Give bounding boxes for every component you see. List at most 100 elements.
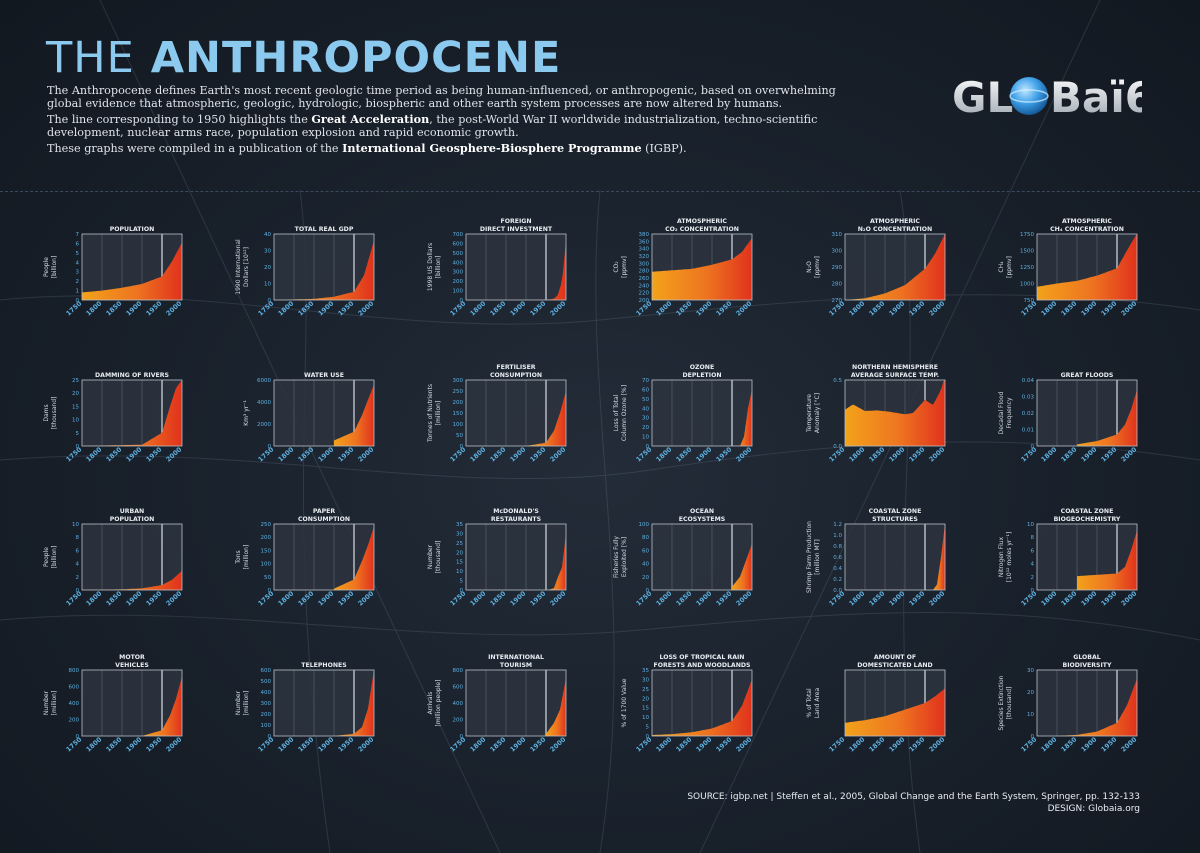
- x-tick-label: 1900: [125, 299, 144, 317]
- intro-text: The Anthropocene defines Earth's most re…: [47, 84, 847, 158]
- x-tick-label: 1750: [1020, 299, 1039, 317]
- x-tick-label: 2000: [549, 445, 568, 463]
- y-tick-label: 0.8: [833, 544, 842, 550]
- y-tick-label: 50: [456, 433, 463, 439]
- chart-panel: 0 50 100 150 200 250 1750 1800 1850 1900 1950 2000 P…: [235, 508, 376, 608]
- chart-panel: 0 10 20 30 40 1750 1800 1850 1900 1950 2000 TOTAL R…: [235, 226, 376, 318]
- x-tick-label: 1950: [529, 299, 548, 317]
- y-axis-label: Anomaly [°C]: [814, 393, 821, 433]
- x-tick-label: 1850: [675, 445, 694, 463]
- x-tick-label: 1950: [337, 735, 356, 753]
- x-tick-label: 1850: [489, 299, 508, 317]
- x-tick-label: 1800: [655, 735, 674, 753]
- y-tick-label: 280: [832, 282, 843, 288]
- plot-area: [845, 524, 945, 590]
- chart-panel: 0 2 4 6 8 10 1750 1800 1850 1900 1950 2000 COASTAL Z…: [998, 508, 1139, 608]
- series-area: [526, 391, 566, 446]
- chart-title: ECOSYSTEMS: [679, 516, 725, 523]
- chart-panel: 0 20 40 60 80 100 1750 1800 1850 1900 1950 2000 OCEA…: [613, 508, 754, 608]
- x-tick-label: 1900: [125, 735, 144, 753]
- y-axis-label: Tonnes of Nutrients: [427, 384, 434, 443]
- y-tick-label: 0.5: [833, 378, 842, 384]
- y-axis-label: Species Extinction: [998, 675, 1005, 730]
- chart-title: AMOUNT OF: [874, 654, 916, 661]
- x-tick-label: 1800: [848, 299, 867, 317]
- x-tick-label: 1950: [1100, 735, 1119, 753]
- y-tick-label: 270: [832, 298, 843, 304]
- y-tick-label: 400: [69, 701, 80, 707]
- x-tick-label: 1950: [337, 589, 356, 607]
- y-tick-label: 50: [642, 397, 649, 403]
- y-tick-label: 0.03: [1022, 395, 1035, 401]
- chart-panel: 0 5 10 15 20 25 1750 1800 1850 1900 1950 2000 DAMMIN…: [43, 372, 184, 464]
- series-area: [1077, 389, 1137, 446]
- plot-frame: [1036, 523, 1138, 591]
- x-tick-label: 1800: [277, 299, 296, 317]
- y-tick-label: 1: [76, 289, 80, 295]
- chart-title: N₂O CONCENTRATION: [858, 226, 932, 233]
- chart-title: URBAN: [120, 508, 144, 515]
- chart-title: MOTOR: [119, 654, 145, 661]
- y-axis-label: Exploited [%]: [621, 537, 628, 577]
- page-title: THE ANTHROPOCENE: [46, 33, 562, 83]
- y-axis-label: People: [43, 547, 50, 567]
- y-tick-label: 600: [453, 241, 464, 247]
- x-tick-label: 1850: [1060, 445, 1079, 463]
- y-tick-label: 1500: [1020, 249, 1034, 255]
- y-tick-label: 320: [639, 254, 650, 260]
- plot-area: [274, 670, 374, 736]
- y-tick-label: 7: [76, 232, 80, 238]
- chart-title: BIODIVERSITY: [1063, 662, 1112, 669]
- x-tick-label: 1800: [85, 445, 104, 463]
- x-tick-label: 1750: [65, 299, 84, 317]
- y-axis-label: [million people]: [435, 680, 442, 727]
- y-axis-label: Decadal Flood: [998, 392, 1005, 435]
- y-axis-label: Temperature: [806, 394, 813, 433]
- chart-panel: 0.0 0.2 0.4 0.6 0.8 1.0 1.2 1750 1800 1850 1900 195…: [806, 508, 947, 608]
- x-tick-label: 2000: [165, 589, 184, 607]
- x-tick-label: 1850: [1060, 299, 1079, 317]
- chart-title: DEPLETION: [682, 372, 721, 379]
- y-tick-label: 3: [76, 270, 80, 276]
- y-tick-label: 500: [453, 251, 464, 257]
- x-tick-label: 1800: [85, 589, 104, 607]
- y-tick-label: 10: [72, 418, 79, 424]
- y-tick-label: 2: [76, 575, 80, 581]
- chart-title: FORESTS AND WOODLANDS: [653, 662, 750, 669]
- y-tick-label: 250: [453, 389, 464, 395]
- x-tick-label: 1800: [655, 445, 674, 463]
- x-tick-label: 1800: [85, 735, 104, 753]
- x-tick-label: 2000: [1120, 445, 1139, 463]
- x-tick-label: 1750: [257, 589, 276, 607]
- plot-frame: [844, 379, 946, 447]
- chart-panel: 0 200 400 600 800 1750 1800 1850 1900 1950 2000 MOT…: [43, 654, 184, 754]
- x-tick-label: 1950: [337, 445, 356, 463]
- y-tick-label: 200: [261, 535, 272, 541]
- series-area: [274, 240, 374, 300]
- y-tick-label: 200: [453, 718, 464, 724]
- y-tick-label: 400: [453, 701, 464, 707]
- y-axis-label: Km³ yr⁻¹: [243, 400, 250, 426]
- series-area: [652, 679, 752, 736]
- x-tick-label: 2000: [357, 445, 376, 463]
- plot-frame: [844, 523, 946, 591]
- chart-title: ATMOSPHERIC: [870, 218, 920, 225]
- x-tick-label: 1900: [695, 589, 714, 607]
- y-axis-label: Loss of Total: [613, 394, 620, 431]
- y-tick-label: 0: [646, 734, 650, 740]
- chart-title: CONSUMPTION: [490, 372, 542, 379]
- x-tick-label: 1750: [257, 445, 276, 463]
- y-tick-label: 50: [264, 575, 271, 581]
- plot-frame: [651, 233, 753, 301]
- x-tick-label: 1950: [1100, 589, 1119, 607]
- y-tick-label: 200: [69, 718, 80, 724]
- chart-title: RESTAURANTS: [491, 516, 541, 523]
- y-axis-label: % of 1700 Value: [621, 678, 628, 727]
- y-tick-label: 0: [460, 298, 464, 304]
- y-tick-label: 0: [76, 444, 80, 450]
- y-tick-label: 200: [453, 400, 464, 406]
- x-tick-label: 1850: [675, 299, 694, 317]
- x-tick-label: 1750: [828, 735, 847, 753]
